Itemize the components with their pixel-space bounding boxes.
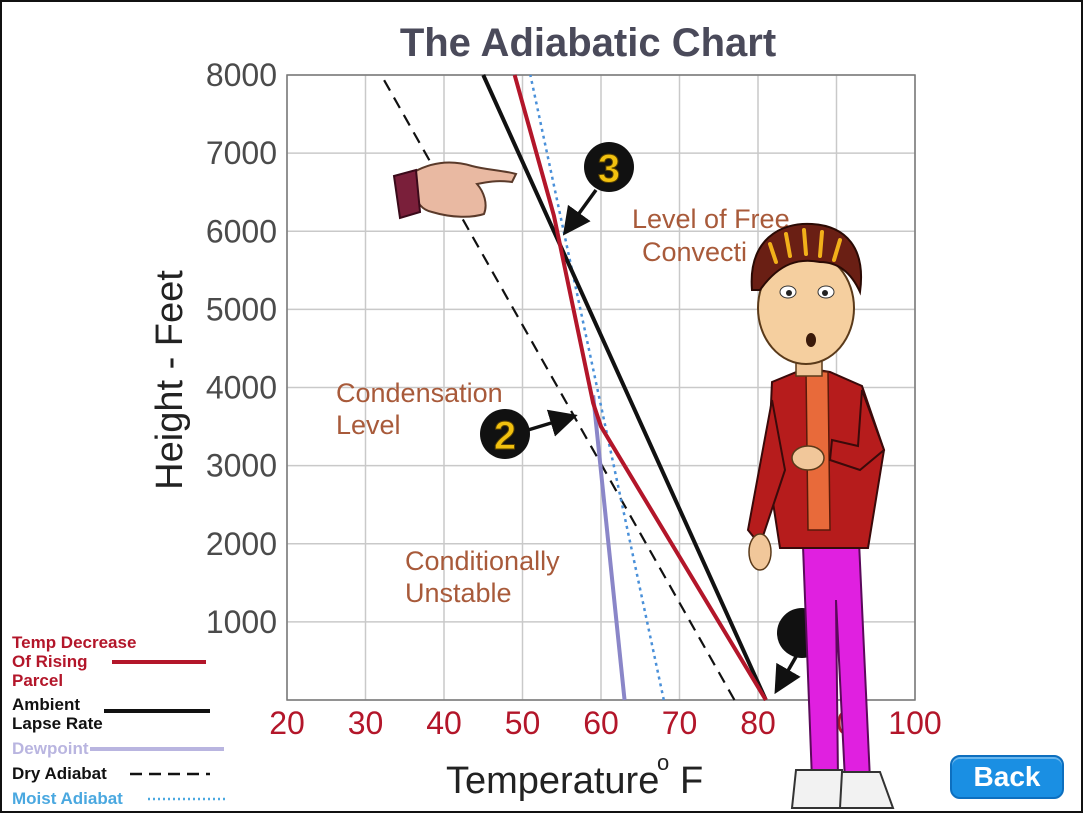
marker-arrow — [774, 654, 801, 695]
y-tick-label: 1000 — [206, 604, 277, 640]
presenter-mouth — [806, 333, 816, 347]
y-tick-label: 4000 — [206, 370, 277, 406]
legend-label: Temp Decrease — [12, 633, 136, 652]
legend-label: Lapse Rate — [12, 714, 103, 733]
annotation-unstable-line1: Conditionally — [405, 546, 560, 576]
x-tick-label: 100 — [888, 705, 941, 741]
series-line-dewpoint — [591, 395, 627, 701]
x-axis-unit: F — [680, 760, 703, 802]
plot-border — [286, 74, 916, 701]
legend-label: Moist Adiabat — [12, 789, 123, 808]
presenter-hair-highlight — [818, 230, 824, 258]
y-tick-label: 3000 — [206, 448, 277, 484]
presenter-pupil-right — [822, 290, 828, 296]
legend-label: Ambient — [12, 695, 80, 714]
chart-title: The Adiabatic Chart — [400, 21, 776, 65]
x-axis-label: Temperature — [446, 760, 659, 802]
presenter-pupil-left — [786, 290, 792, 296]
cartoon-presenter — [746, 222, 895, 809]
annotation-condensation-line2: Level — [336, 410, 401, 440]
y-tick-label: 6000 — [206, 213, 277, 249]
series-line-ambient-lapse-rate — [481, 74, 768, 701]
x-axis-unit-degree: o — [657, 750, 669, 775]
hand-palm — [413, 161, 518, 218]
legend-label: Dry Adiabat — [12, 764, 107, 783]
presenter-hair-highlight — [832, 238, 842, 262]
hand-cuff — [392, 168, 422, 220]
y-tick-label: 8000 — [206, 57, 277, 93]
y-tick-label: 2000 — [206, 526, 277, 562]
presenter-hand-right — [791, 445, 825, 471]
annotation-condensation-line1: Condensation — [336, 378, 503, 408]
annotation-free-convection-line2: Convecti — [642, 237, 747, 267]
x-tick-label: 50 — [505, 705, 541, 741]
presenter-shoe-right — [838, 771, 895, 809]
presenter-hair-highlight — [784, 232, 792, 258]
marker-number: 2 — [494, 414, 516, 458]
grid — [286, 74, 916, 701]
presenter-arm-right — [828, 389, 886, 472]
presenter-hand-left — [748, 533, 772, 571]
marker-number: 3 — [598, 147, 620, 191]
y-tick-label: 7000 — [206, 135, 277, 171]
x-tick-label: 40 — [426, 705, 462, 741]
y-tick-label: 5000 — [206, 291, 277, 327]
x-tick-label: 70 — [662, 705, 698, 741]
annotation-unstable-line2: Unstable — [405, 578, 512, 608]
series-line-temp-decrease-of-rising-parcel — [512, 74, 768, 702]
legend-label: Parcel — [12, 671, 63, 690]
presenter-pants — [800, 519, 872, 781]
annotation-free-convection-line1: Level of Free — [632, 204, 790, 234]
x-tick-label: 80 — [740, 705, 776, 741]
x-tick-label: 20 — [269, 705, 305, 741]
marker-arrow — [562, 188, 598, 236]
back-button[interactable]: Back — [950, 755, 1064, 799]
series-line-moist-adiabat — [529, 74, 666, 701]
marker-arrow — [527, 409, 578, 437]
presenter-shoe-left — [790, 769, 846, 809]
y-axis-label: Height - Feet — [149, 270, 191, 490]
pointing-hand-icon — [392, 161, 518, 220]
marker-badge — [480, 409, 530, 459]
x-tick-label: 60 — [583, 705, 619, 741]
x-tick-label: 30 — [348, 705, 384, 741]
presenter-hair-highlight — [768, 242, 778, 264]
presenter-hair-highlight — [802, 228, 808, 256]
presenter-hair — [750, 222, 863, 296]
marker-badge — [584, 142, 634, 192]
legend-label: Of Rising — [12, 652, 88, 671]
legend-label: Dewpoint — [12, 739, 89, 758]
